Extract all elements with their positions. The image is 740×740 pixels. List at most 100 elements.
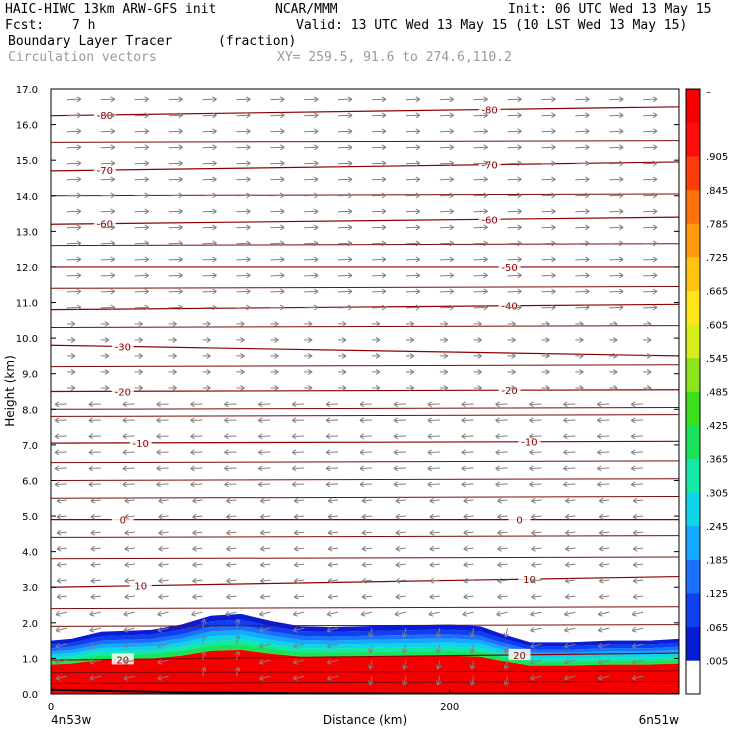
tracer-cell [165, 648, 167, 653]
tracer-cell [130, 659, 132, 694]
tracer-cell [87, 635, 89, 640]
tracer-cell [149, 642, 151, 647]
tracer-cell [93, 652, 95, 657]
tracer-cell [58, 647, 60, 651]
tracer-cell [122, 630, 124, 636]
tracer-cell [99, 648, 101, 652]
tracer-cell [117, 639, 119, 644]
tracer-cell [52, 664, 54, 694]
tracer-cell [115, 631, 117, 636]
tracer-cell [66, 650, 68, 654]
tracer-cell [152, 629, 154, 635]
tracer-cell [78, 655, 80, 659]
tracer-cell [64, 639, 66, 644]
tracer-cell [151, 650, 153, 655]
tracer-cell [83, 651, 85, 655]
model-title: HAIC-HIWC 13km ARW-GFS init [5, 2, 217, 17]
tracer-cell [82, 636, 84, 641]
tracer-cell [165, 632, 167, 637]
tracer-cell [108, 643, 110, 648]
tracer-cell [53, 657, 55, 661]
tracer-cell [57, 654, 59, 658]
tracer-cell [165, 644, 167, 649]
tracer-cell [171, 626, 173, 632]
tracer-cell [64, 650, 66, 654]
tracer-cell [155, 649, 157, 654]
tracer-cell [61, 639, 63, 644]
tracer-cell [66, 663, 68, 694]
tracer-cell [111, 643, 113, 648]
tracer-cell [124, 651, 126, 655]
tracer-cell [106, 631, 108, 636]
tracer-cell [141, 639, 143, 644]
tracer-cell [168, 652, 170, 657]
tracer-cell [101, 631, 103, 637]
tracer-cell [165, 657, 167, 694]
tracer-cell [95, 652, 97, 657]
tracer-cell [58, 650, 60, 655]
tracer-cell [124, 659, 126, 694]
tracer-cell [58, 664, 60, 694]
tracer-cell [128, 659, 130, 694]
tracer-cell [134, 650, 136, 655]
tracer-cell [139, 630, 141, 635]
tracer-cell [94, 633, 96, 638]
tracer-cell [117, 647, 119, 652]
tracer-cell [58, 639, 60, 644]
tracer-cell [74, 649, 76, 653]
tracer-cell [152, 638, 154, 643]
tracer-cell [70, 638, 72, 643]
tracer-cell [70, 642, 72, 647]
tracer-cell [51, 660, 53, 665]
tracer-cell [147, 650, 149, 655]
tracer-cell [171, 656, 173, 694]
tracer-cell [67, 660, 69, 664]
tracer-cell [126, 639, 128, 644]
tracer-cell [160, 653, 162, 658]
tracer-cell [59, 650, 61, 654]
tracer-cell [56, 640, 58, 644]
tracer-cell [169, 640, 171, 645]
tracer-cell [52, 644, 54, 649]
tracer-cell [166, 648, 168, 653]
tracer-cell [87, 643, 89, 647]
tracer-cell [138, 639, 140, 644]
tracer-cell [55, 647, 57, 652]
tracer-cell [64, 653, 66, 657]
tracer-cell [128, 635, 130, 640]
tracer-cell [140, 643, 142, 647]
tracer-cell [60, 647, 62, 651]
tracer-cell [100, 636, 102, 641]
tracer-cell [151, 642, 153, 647]
tracer-cell [168, 640, 170, 645]
tracer-cell [145, 654, 147, 659]
tracer-cell [115, 640, 117, 644]
tracer-cell [107, 640, 109, 645]
tracer-cell [132, 643, 134, 648]
tracer-cell [94, 649, 96, 653]
tracer-cell [74, 663, 76, 694]
tracer-cell [111, 631, 113, 636]
tracer-cell [117, 651, 119, 656]
tracer-cell [103, 631, 105, 637]
tracer-cell [170, 635, 172, 640]
tracer-cell [66, 646, 68, 651]
tracer-cell [111, 651, 113, 656]
tracer-cell [112, 631, 114, 636]
tracer-cell [57, 643, 59, 648]
tracer-cell [110, 651, 112, 656]
tracer-cell [95, 637, 97, 642]
tracer-cell [171, 652, 173, 657]
tracer-cell [169, 652, 171, 657]
tracer-cell [172, 656, 174, 694]
tracer-cell [92, 653, 94, 657]
tracer-cell [84, 647, 86, 651]
tracer-cell [142, 643, 144, 647]
tracer-cell [75, 637, 77, 642]
tracer-cell [98, 636, 100, 642]
tracer-cell [143, 646, 145, 651]
tracer-cell [147, 658, 149, 694]
tracer-cell [73, 638, 75, 643]
tracer-cell [96, 645, 98, 649]
tracer-cell [169, 644, 171, 649]
